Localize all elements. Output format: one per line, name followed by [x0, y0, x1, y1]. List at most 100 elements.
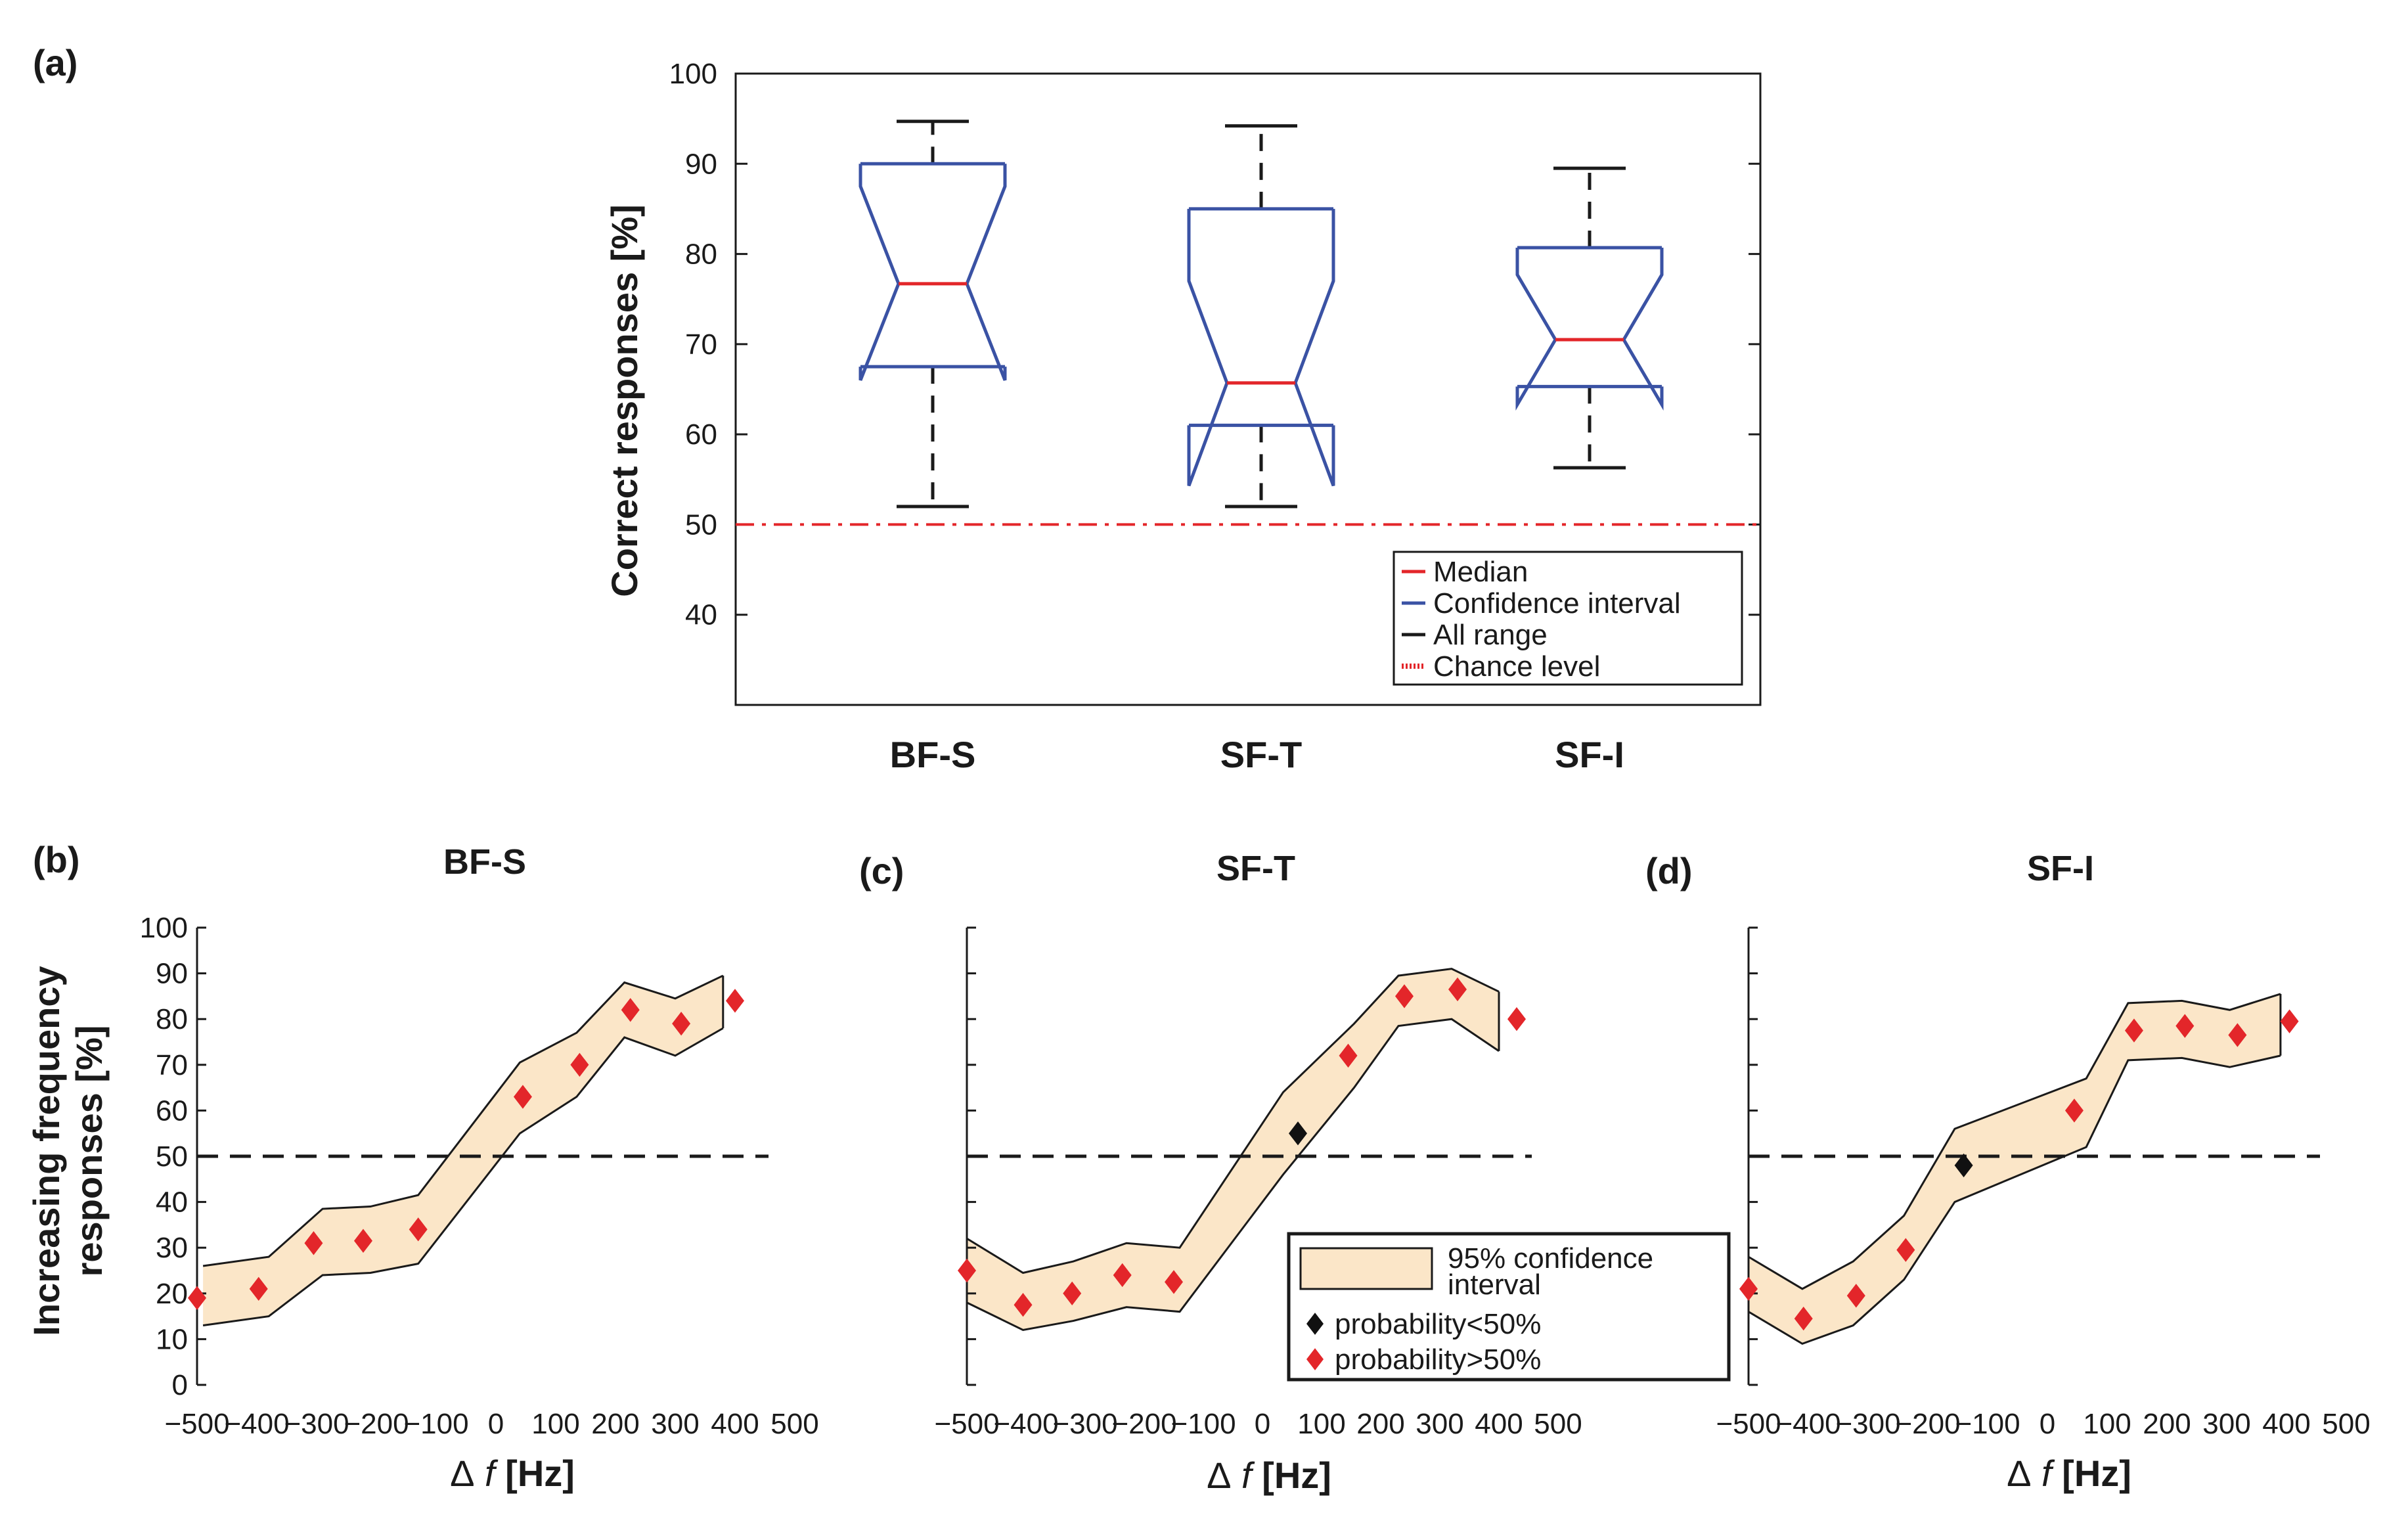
x-tick-label: −200: [1895, 1408, 1960, 1440]
frequency-variable: f: [1241, 1455, 1255, 1496]
x-tick-label: 400: [711, 1408, 759, 1440]
x-tick-label: 0: [1255, 1408, 1270, 1440]
legend-box: [1393, 551, 1743, 686]
band-lower-edge: [966, 1018, 1500, 1332]
marker-high-probability: [2175, 1014, 2195, 1038]
y-tick-label: 50: [685, 508, 717, 541]
legend-label: Chance level: [1433, 650, 1600, 683]
x-tick-label: −400: [224, 1408, 289, 1440]
marker-high-probability: [958, 1258, 976, 1283]
marker-low-probability: [1954, 1153, 1973, 1178]
delta-symbol: Δ: [1207, 1455, 1231, 1496]
x-tick-label: −400: [1775, 1408, 1840, 1440]
band-lower-edge: [202, 1027, 724, 1327]
y-tick-label: 50: [156, 1140, 188, 1173]
legend-marker: [1306, 1348, 1324, 1370]
marker-high-probability: [672, 1011, 691, 1036]
x-tick-label: −200: [1111, 1408, 1176, 1440]
panel-b-title: BF-S: [443, 842, 526, 882]
x-tick-label: 500: [1534, 1408, 1582, 1440]
x-tick-label: −400: [993, 1408, 1058, 1440]
marker-high-probability: [570, 1052, 589, 1077]
panel-b-ylabel-line1: Increasing frequency: [26, 966, 67, 1336]
panel-a-boxplot: (a) 40 50 60 70 80 90 100 Correct responses [%…: [33, 42, 1762, 775]
marker-low-probability: [1289, 1121, 1307, 1146]
panel-c-chart: (c) SF-T −500−400−300−200−100 0 100 200 300 4…: [859, 849, 1731, 1496]
x-tick-label: 500: [2322, 1408, 2370, 1440]
panel-b-ylabel-line2: responses [%]: [68, 1026, 110, 1277]
x-tick-label: 400: [1475, 1408, 1523, 1440]
delta-symbol: Δ: [2007, 1453, 2031, 1494]
panel-c-title: SF-T: [1216, 849, 1295, 888]
confidence-band: [967, 968, 1499, 1330]
y-tick-label: 90: [156, 958, 188, 990]
frequency-unit: [Hz]: [1262, 1455, 1331, 1496]
panel-b-chart: (b) BF-S 0102030405060708090100−500−400−…: [26, 839, 819, 1494]
frequency-unit: [Hz]: [505, 1453, 575, 1494]
y-tick-label: 80: [156, 1003, 188, 1035]
box-sf-t: [1187, 124, 1335, 508]
panel-a-label: (a): [33, 42, 78, 83]
y-tick-label: 20: [156, 1278, 188, 1310]
x-tick-label: 100: [1297, 1408, 1345, 1440]
x-tick-label: −500: [164, 1408, 229, 1440]
category-label: BF-S: [890, 734, 976, 775]
x-tick-label: 500: [770, 1408, 818, 1440]
x-tick-label: 200: [591, 1408, 639, 1440]
ci-notch-left: [1515, 247, 1557, 411]
band-upper-edge: [202, 974, 724, 1267]
panel-a-frame: [734, 72, 1762, 706]
ci-notch-right: [1622, 247, 1664, 411]
panel-d-label: (d): [1645, 850, 1693, 891]
ci-notch-left: [1187, 208, 1229, 487]
y-tick-label: 100: [140, 912, 188, 944]
marker-high-probability: [1014, 1293, 1033, 1317]
marker-high-probability: [621, 998, 640, 1022]
marker-high-probability: [726, 989, 744, 1013]
x-tick-label: −300: [1052, 1408, 1117, 1440]
box-bf-s: [858, 120, 1007, 508]
x-tick-label: −100: [1955, 1408, 2020, 1440]
marker-high-probability: [1113, 1263, 1132, 1288]
x-tick-label: −500: [934, 1408, 999, 1440]
x-tick-label: 100: [531, 1408, 579, 1440]
marker-high-probability: [2124, 1018, 2143, 1043]
band-upper-edge: [1748, 993, 2281, 1290]
marker-high-probability: [1448, 977, 1467, 1002]
y-tick-label: 40: [685, 599, 717, 631]
ci-notch-left: [858, 164, 901, 381]
marker-high-probability: [2064, 1098, 2084, 1123]
marker-high-probability: [1395, 984, 1414, 1008]
marker-high-probability: [2280, 1009, 2299, 1033]
marker-high-probability: [249, 1276, 268, 1301]
marker-high-probability: [409, 1217, 428, 1242]
x-tick-label: −500: [1716, 1408, 1781, 1440]
marker-high-probability: [304, 1231, 323, 1255]
y-tick-label: 0: [172, 1369, 188, 1401]
legend-marker: [1306, 1313, 1324, 1335]
y-tick-label: 40: [156, 1186, 188, 1219]
box-sf-i: [1515, 166, 1664, 470]
panel-d-xlabel: Δ f [Hz]: [2007, 1453, 2131, 1494]
legend-label: All range: [1433, 619, 1548, 651]
marker-high-probability: [1339, 1043, 1358, 1068]
y-tick-label: 10: [156, 1323, 188, 1355]
y-tick-label: 70: [685, 328, 717, 361]
x-tick-label: 200: [2143, 1408, 2191, 1440]
x-tick-label: 300: [1416, 1408, 1463, 1440]
panel-b-label: (b): [33, 839, 80, 880]
marker-high-probability: [1165, 1270, 1183, 1294]
legend-label: Median: [1433, 556, 1528, 588]
y-tick-label: 60: [685, 418, 717, 451]
y-tick-label: 90: [685, 148, 717, 180]
marker-high-probability: [1794, 1306, 1813, 1331]
panel-c-xlabel: Δ f [Hz]: [1207, 1455, 1331, 1496]
panel-a-ylabel: Correct responses [%]: [604, 204, 645, 597]
panel-c-label: (c): [859, 850, 904, 891]
ci-notch-right: [965, 164, 1007, 381]
x-tick-label: −300: [284, 1408, 349, 1440]
legend-label: probability>50%: [1335, 1343, 1541, 1376]
x-tick-label: −100: [1171, 1408, 1236, 1440]
